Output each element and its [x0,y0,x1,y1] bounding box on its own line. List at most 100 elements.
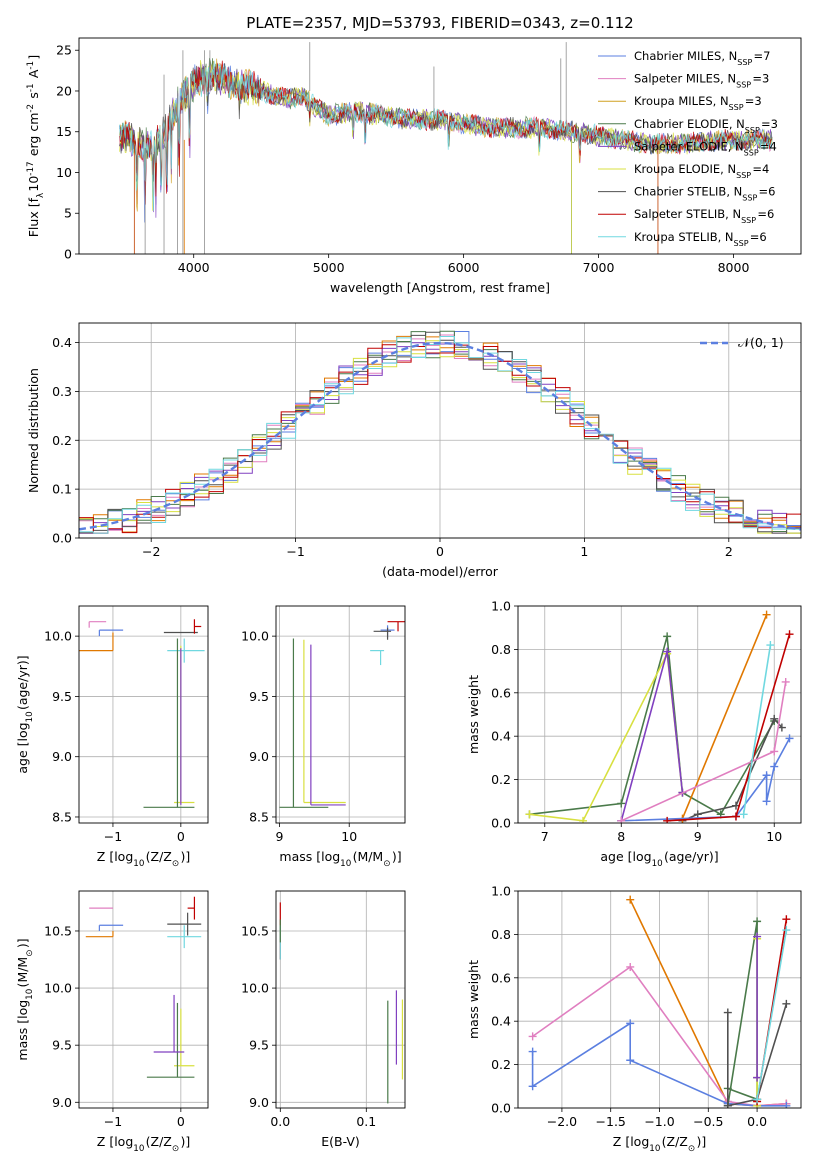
mass-vs-EBV-plot-area [279,902,404,1104]
massweight-vs-Z-marker [753,917,762,926]
age-vs-Z-ytick-label: 10.0 [44,629,72,644]
massweight-vs-Z-marker [626,1019,635,1028]
massweight-vs-Z-marker [782,1101,791,1108]
spectrum-legend-label-part: Kroupa MILES, N [634,94,729,108]
massweight-vs-age-series-0 [529,636,775,816]
spectrum-legend-label-part: =3 [745,94,762,108]
spectrum-legend-label-part: Salpeter ELODIE, N [634,139,744,153]
mass-vs-Z-xlabel-part: Z [log [97,1134,133,1149]
spectrum-legend-label-part: SSP [736,171,751,180]
spectrum-ytick-label: 10 [56,165,72,180]
massweight-vs-Z-marker [723,1008,732,1017]
massweight-vs-age-ylabel-part: mass weight [466,675,481,754]
spectrum-legend-label-part: =3 [761,117,778,131]
age-vs-Z-ylabel-part: (age/yr)] [15,655,30,710]
mass-vs-EBV-ytick-label: 10.5 [241,923,269,938]
massweight-vs-age-series-8 [742,644,772,815]
mass-vs-Z-xlabel-part: (Z/Z [146,1134,172,1149]
mass-vs-Z-ylabel-part: )] [15,938,30,948]
spectrum-legend-label-part: =6 [758,185,775,199]
spectrum-ytick-label: 15 [56,124,72,139]
mass-vs-Z-ylabel: mass [log10 (M/M⊙ )] [15,938,35,1060]
age-vs-Z-chart: −1 08.59.09.510.0Z [log10 (Z/Z⊙ )]age [lo… [15,605,209,869]
massweight-vs-Z-marker [528,1047,537,1056]
age-vs-Z-xlabel-part: Z [log [97,849,133,864]
spectrum-legend-label-part: SSP [741,216,756,225]
mass-vs-EBV-frame [275,890,406,1109]
spectrum-legend-label-part: Salpeter STELIB, N [634,207,741,221]
spectrum-xtick-label: 6000 [448,260,480,275]
age-vs-mass-ytick-label: 10.0 [241,629,269,644]
residuals-ytick-label: 0.1 [52,482,72,497]
spectrum-legend-label: Kroupa STELIB, NSSP =6 [634,230,767,248]
massweight-vs-Z-ytick-label: 1.0 [491,884,511,899]
spectrum-xtick-label: 4000 [178,260,210,275]
residuals-plot-area [79,330,801,534]
massweight-vs-Z-marker [528,1032,537,1041]
massweight-vs-Z-xtick-label: −1.5 [596,1114,626,1129]
residuals-gaussian [79,341,801,531]
spectrum-legend-label-part: SSP [736,80,751,89]
residuals-xtick-label: 2 [725,544,733,559]
age-vs-mass-chart: 9 10 8.5 9.0 9.5 10.0 mass [log10 (M/M⊙ )] [241,605,406,869]
massweight-vs-age-ytick-label: 0.2 [491,772,511,787]
massweight-vs-age-xtick-label: 8 [617,829,625,844]
spectrum-legend-label-part: SSP [744,148,759,157]
massweight-vs-Z-series-8 [756,929,788,1100]
spectrum-legend-label-part: =4 [760,139,777,153]
massweight-vs-Z-marker [782,926,791,935]
spectrum-ylabel-part: A [26,69,41,82]
massweight-vs-age-marker [663,632,672,641]
residuals-ytick-label: 0.0 [52,531,72,546]
residuals-legend-label-part: 𝒩(0, 1) [738,335,784,350]
mass-vs-Z-xlabel-part: ⊙ [172,1144,179,1154]
massweight-vs-age-marker [663,647,672,656]
spectrum-legend-label-part: SSP [734,238,749,247]
spectrum-ytick-label: 0 [64,247,72,262]
age-vs-mass-plot-area [279,621,405,808]
massweight-vs-age-marker [617,799,626,808]
massweight-vs-Z-xlabel-part: (Z/Z [662,1134,688,1149]
massweight-vs-age-marker [762,610,771,619]
massweight-vs-age-marker [579,816,588,823]
age-vs-Z-xtick-label: −1 [104,829,122,844]
mass-vs-EBV-xlabel: E(B-V) [321,1134,360,1149]
spectrum-ylabel-part: s [26,92,41,103]
mass-vs-Z-xtick-label: 0 [177,1114,185,1129]
massweight-vs-Z-marker [782,915,791,924]
spectrum-legend-label-part: Chabrier ELODIE, N [634,117,745,131]
spectrum-ylabel-part: λ [36,193,46,198]
spectrum-ylabel-part: -2 [26,104,36,113]
mass-vs-Z-xlabel: Z [log10 (Z/Z⊙ )] [97,1134,190,1154]
massweight-vs-Z-marker [626,1056,635,1065]
mass-vs-EBV-xlabel-part: E(B-V) [321,1134,360,1149]
massweight-vs-age-marker [739,810,748,819]
age-vs-mass-xlabel-part: )] [392,849,402,864]
mass-vs-Z-ylabel-part: ⊙ [25,949,35,956]
mass-vs-EBV-ytick-label: 9.5 [249,1038,269,1053]
massweight-vs-age-marker [693,810,702,819]
massweight-vs-age-xlabel-part: age [log [600,849,651,864]
spectrum-legend-label-part: =6 [750,230,767,244]
massweight-vs-age-xlabel-part: (age/yr)] [664,849,719,864]
massweight-vs-Z-xlabel-part: )] [696,1134,706,1149]
residuals-ylabel: Normed distribution [26,368,41,493]
residuals-chart: −2 −1 0 1 2 0.0 0.1 0.2 0.3 0.4 (data-model)/error… [26,322,802,579]
massweight-vs-age-xtick-label: 10 [766,829,782,844]
spectrum-legend-label-part: SSP [745,125,760,134]
residuals-ylabel-part: Normed distribution [26,368,41,493]
age-vs-Z-xtick-label: 0 [177,829,185,844]
mass-vs-EBV-chart: 0.0 0.1 9.0 9.5 10.0 10.5 E(B-V) [241,890,406,1149]
massweight-vs-Z-ytick-label: 0.2 [491,1057,511,1072]
spectrum-legend-label-part: =3 [752,72,769,86]
age-vs-Z-ytick-label: 9.5 [52,689,72,704]
massweight-vs-Z-ylabel-part: mass weight [466,960,481,1039]
residuals-xtick-label: 0 [436,544,444,559]
residuals-xtick-label: −2 [142,544,160,559]
spectrum-legend-label-part: SSP [742,193,757,202]
massweight-vs-age-marker [785,630,794,639]
massweight-vs-Z-xtick-label: −1.0 [644,1114,674,1129]
massweight-vs-Z-ytick-label: 0.4 [491,1014,511,1029]
spectrum-chart: 4000 5000 6000 7000 8000 0 5 10 15 20 25 wavelength… [26,37,802,295]
